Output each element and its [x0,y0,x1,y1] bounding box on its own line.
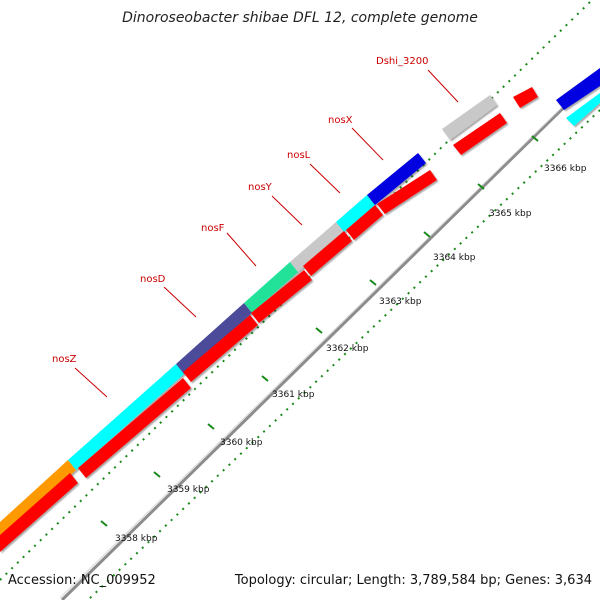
gene-label-lines [74,69,459,398]
genome-backbone-highlight [59,69,600,599]
map-title: Dinoroseobacter shibae DFL 12, complete … [122,10,478,26]
cds-red-2[interactable] [78,378,191,478]
gene-nosD[interactable] [176,303,252,374]
tick-label-3364: 3364 kbp [433,253,476,263]
gene-labels: nosZ nosD nosF nosY nosL nosX Dshi_3200 [52,56,428,365]
tick-label-3366: 3366 kbp [544,164,587,174]
cds-red-4[interactable] [251,270,312,323]
gene-label-nosZ: nosZ [52,354,77,365]
tick-label-3362: 3362 kbp [326,344,369,354]
gene-nosX[interactable] [367,153,426,205]
tick-label-3359: 3359 kbp [167,485,210,495]
gene-nosZ[interactable] [68,364,184,470]
gene-label-nosX: nosX [328,115,353,126]
tick-label-3361: 3361 kbp [272,390,315,400]
gene-nosY[interactable] [290,222,344,272]
gene-label-nosL: nosL [287,150,311,161]
cds-red-1[interactable] [0,473,78,552]
accession-text: Accession: NC_009952 [8,573,156,588]
gene-forward-right-blue[interactable] [556,68,600,110]
kbp-tick-marks [100,135,539,527]
gene-forward-right-cyan[interactable] [566,93,600,126]
cds-red-9[interactable] [513,87,538,108]
tick-label-3365: 3365 kbp [489,209,532,219]
kbp-tick-labels: 3358 kbp 3359 kbp 3360 kbp 3361 kbp 3362… [115,164,587,544]
gene-label-nosD: nosD [140,274,166,285]
cds-red-6[interactable] [346,205,383,240]
genome-backbone [60,70,600,600]
cds-red-5[interactable] [303,231,352,276]
tick-label-3358: 3358 kbp [115,534,158,544]
gene-Dshi_3200[interactable] [442,95,497,140]
gene-nosF[interactable] [244,262,298,313]
cds-red-3[interactable] [183,315,258,382]
inner-tick-track [87,109,600,600]
cds-red-7[interactable] [377,170,437,214]
tick-label-3360: 3360 kbp [220,438,263,448]
gene-nosL[interactable] [336,195,375,232]
reverse-strand-genes [0,87,538,552]
cds-red-8[interactable] [453,113,507,155]
gene-label-nosY: nosY [248,182,273,193]
gene-label-nosF: nosF [201,223,225,234]
tick-label-3363: 3363 kbp [379,297,422,307]
gene-label-Dshi_3200: Dshi_3200 [376,56,428,67]
genome-summary-text: Topology: circular; Length: 3,789,584 bp… [234,573,592,588]
